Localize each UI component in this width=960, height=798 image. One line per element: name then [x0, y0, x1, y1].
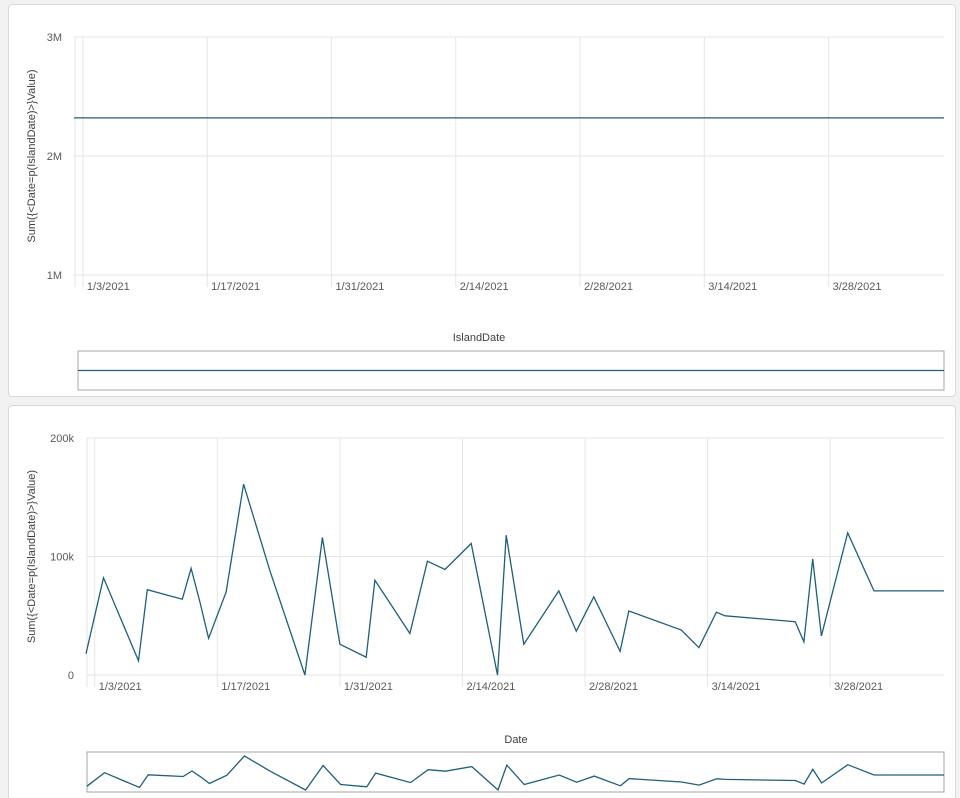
- line-chart-bottom[interactable]: 200k 100k 0 1/3/2021 1/17/2021 1/31/2021 2/14/…: [9, 406, 955, 798]
- y-tick-label: 0: [68, 670, 74, 682]
- x-tick-label: 2/28/2021: [589, 681, 638, 693]
- x-tick-label: 1/3/2021: [87, 281, 130, 293]
- x-tick-label: 3/28/2021: [833, 281, 882, 293]
- chart-panel-bottom: 200k 100k 0 1/3/2021 1/17/2021 1/31/2021 2/14/…: [8, 405, 956, 798]
- line-chart-top[interactable]: 3M 2M 1M 1/3/2021 1/17/2021 1/31/2021 2/14/202…: [9, 5, 955, 396]
- x-tick-label: 2/14/2021: [460, 281, 509, 293]
- mini-chart-navigator: [86, 751, 945, 793]
- x-axis-title: IslandDate: [453, 332, 506, 344]
- x-tick-label: 1/3/2021: [99, 681, 142, 693]
- x-tick-label: 1/31/2021: [335, 281, 384, 293]
- y-tick-label: 100k: [50, 552, 74, 564]
- x-tick-label: 3/28/2021: [834, 681, 883, 693]
- y-tick-label: 1M: [47, 270, 62, 282]
- y-axis-title: Sum({<Date=p(IslandDate)>}Value): [26, 470, 38, 643]
- y-tick-label: 2M: [47, 151, 62, 163]
- y-tick-label: 3M: [47, 32, 62, 44]
- x-tick-label: 1/31/2021: [344, 681, 393, 693]
- y-axis-title: Sum({<Date=p(IslandDate)>}Value): [26, 69, 38, 242]
- chart-panel-top: 3M 2M 1M 1/3/2021 1/17/2021 1/31/2021 2/14/202…: [8, 4, 956, 397]
- mini-chart-line-0: [86, 755, 944, 792]
- x-tick-label: 1/17/2021: [221, 681, 270, 693]
- x-axis-title: Date: [504, 734, 527, 746]
- x-tick-label: 2/28/2021: [584, 281, 633, 293]
- y-tick-label: 200k: [50, 433, 74, 445]
- x-tick-label: 2/14/2021: [466, 681, 515, 693]
- x-tick-label: 1/17/2021: [211, 281, 260, 293]
- x-tick-label: 3/14/2021: [708, 281, 757, 293]
- x-tick-label: 3/14/2021: [712, 681, 761, 693]
- series-line-0: [85, 484, 944, 676]
